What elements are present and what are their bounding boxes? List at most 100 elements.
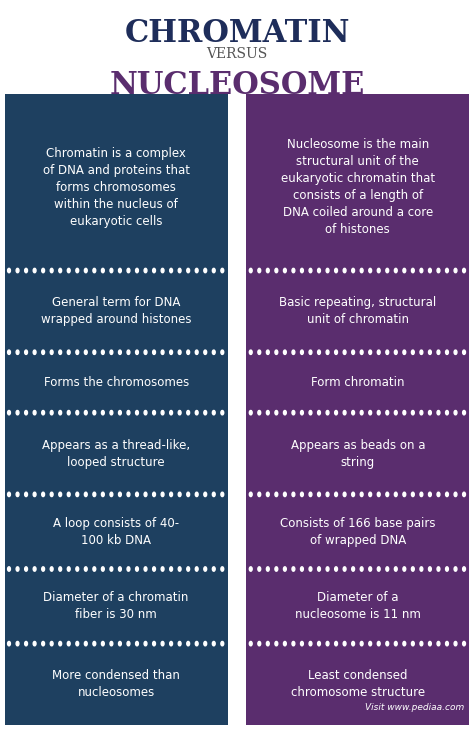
Text: Form chromatin: Form chromatin: [311, 376, 405, 389]
Bar: [5, 270, 228, 352]
Circle shape: [118, 410, 121, 415]
Circle shape: [178, 642, 181, 646]
Text: CHROMATIN: CHROMATIN: [124, 18, 350, 50]
Circle shape: [428, 350, 431, 354]
Circle shape: [437, 567, 440, 572]
Circle shape: [446, 492, 448, 496]
Circle shape: [283, 350, 286, 354]
Circle shape: [343, 492, 346, 496]
Circle shape: [318, 350, 320, 354]
Circle shape: [50, 268, 53, 273]
Circle shape: [258, 410, 261, 415]
Circle shape: [16, 350, 19, 354]
Circle shape: [144, 350, 147, 354]
Circle shape: [454, 268, 457, 273]
Circle shape: [170, 567, 173, 572]
Circle shape: [170, 642, 173, 646]
Circle shape: [127, 567, 130, 572]
Circle shape: [386, 410, 389, 415]
Circle shape: [118, 567, 121, 572]
Circle shape: [394, 567, 397, 572]
Circle shape: [446, 350, 448, 354]
Circle shape: [454, 410, 457, 415]
Bar: [246, 104, 469, 270]
Text: Appears as a thread-like,
looped structure: Appears as a thread-like, looped structu…: [42, 439, 190, 469]
Circle shape: [25, 268, 27, 273]
Circle shape: [386, 492, 389, 496]
Circle shape: [292, 268, 295, 273]
Text: Diameter of a chromatin
fiber is 30 nm: Diameter of a chromatin fiber is 30 nm: [44, 591, 189, 621]
Circle shape: [258, 567, 261, 572]
Circle shape: [318, 642, 320, 646]
Circle shape: [266, 350, 269, 354]
Bar: [246, 413, 469, 494]
Circle shape: [394, 350, 397, 354]
Circle shape: [454, 350, 457, 354]
Circle shape: [420, 642, 423, 646]
Circle shape: [212, 567, 215, 572]
Circle shape: [360, 567, 363, 572]
Circle shape: [33, 268, 36, 273]
Circle shape: [352, 492, 355, 496]
Circle shape: [343, 410, 346, 415]
Circle shape: [221, 642, 224, 646]
Circle shape: [187, 642, 190, 646]
Circle shape: [343, 642, 346, 646]
Circle shape: [292, 350, 295, 354]
Circle shape: [50, 642, 53, 646]
Circle shape: [33, 350, 36, 354]
Circle shape: [127, 268, 130, 273]
Circle shape: [42, 410, 45, 415]
Bar: [5, 94, 228, 104]
Circle shape: [76, 410, 79, 415]
Circle shape: [93, 410, 96, 415]
Circle shape: [411, 492, 414, 496]
Circle shape: [16, 642, 19, 646]
Circle shape: [84, 350, 87, 354]
Circle shape: [25, 642, 27, 646]
Circle shape: [178, 567, 181, 572]
Circle shape: [84, 567, 87, 572]
Circle shape: [153, 567, 155, 572]
Circle shape: [386, 268, 389, 273]
Bar: [5, 494, 228, 569]
Circle shape: [161, 410, 164, 415]
Circle shape: [118, 642, 121, 646]
Circle shape: [127, 492, 130, 496]
Circle shape: [403, 410, 406, 415]
Circle shape: [8, 492, 10, 496]
Circle shape: [16, 492, 19, 496]
Bar: [5, 413, 228, 494]
Bar: [5, 104, 228, 270]
Circle shape: [249, 492, 252, 496]
Circle shape: [446, 268, 448, 273]
Circle shape: [221, 410, 224, 415]
Text: Forms the chromosomes: Forms the chromosomes: [44, 376, 189, 389]
Circle shape: [292, 642, 295, 646]
Text: Basic repeating, structural
unit of chromatin: Basic repeating, structural unit of chro…: [279, 297, 437, 327]
Circle shape: [187, 492, 190, 496]
Circle shape: [301, 268, 303, 273]
Circle shape: [258, 642, 261, 646]
Circle shape: [326, 567, 329, 572]
Circle shape: [16, 410, 19, 415]
Circle shape: [187, 567, 190, 572]
Circle shape: [195, 410, 198, 415]
Text: Least condensed
chromosome structure: Least condensed chromosome structure: [291, 669, 425, 700]
Circle shape: [369, 410, 372, 415]
Circle shape: [93, 350, 96, 354]
Circle shape: [420, 410, 423, 415]
Circle shape: [195, 268, 198, 273]
Circle shape: [33, 492, 36, 496]
Circle shape: [301, 567, 303, 572]
Circle shape: [403, 642, 406, 646]
Text: General term for DNA
wrapped around histones: General term for DNA wrapped around hist…: [41, 297, 191, 327]
Circle shape: [352, 567, 355, 572]
Circle shape: [411, 410, 414, 415]
Circle shape: [84, 410, 87, 415]
Circle shape: [377, 567, 380, 572]
Text: NUCLEOSOME: NUCLEOSOME: [109, 70, 365, 101]
Circle shape: [50, 567, 53, 572]
Circle shape: [221, 268, 224, 273]
Circle shape: [301, 492, 303, 496]
